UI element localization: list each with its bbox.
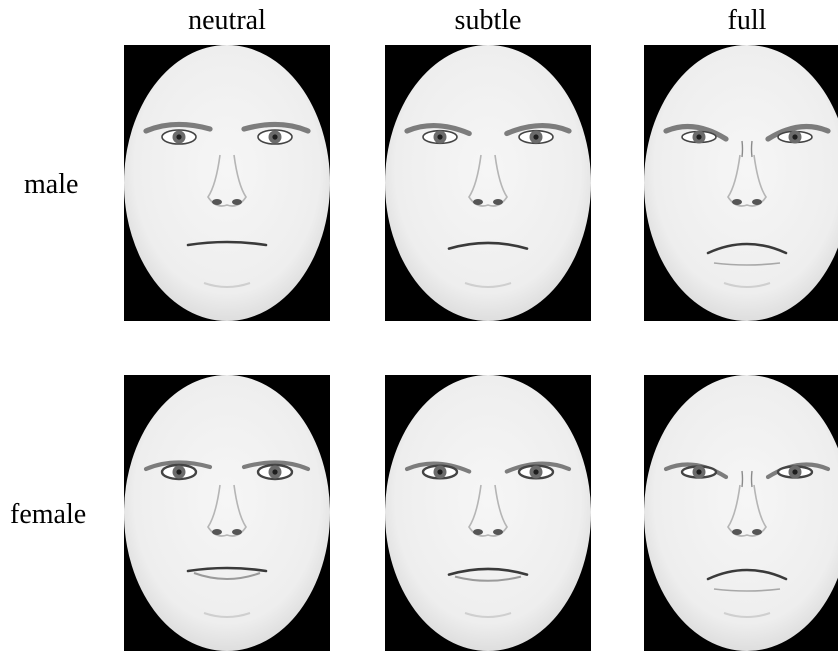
right-nostril — [752, 199, 762, 205]
frown-line — [750, 470, 753, 488]
right-nostril — [232, 529, 242, 535]
left-eyebrow — [663, 123, 729, 142]
left-nostril — [212, 529, 222, 535]
left-eyebrow — [404, 122, 472, 137]
mouth — [447, 567, 529, 576]
face-oval — [385, 45, 591, 321]
nose — [468, 484, 508, 537]
face-image — [644, 45, 838, 321]
right-eye-pupil — [272, 469, 278, 475]
frown-line — [750, 140, 753, 158]
nose — [207, 484, 247, 537]
face-female-full — [644, 375, 838, 651]
right-eyebrow — [765, 123, 831, 142]
nose — [727, 154, 767, 207]
left-eye-pupil — [696, 134, 702, 140]
chin — [723, 282, 771, 288]
right-eyebrow — [504, 122, 572, 137]
left-eyebrow — [663, 462, 729, 480]
mouth — [706, 568, 788, 581]
left-eye-pupil — [437, 134, 443, 140]
right-nostril — [232, 199, 242, 205]
column-header-neutral: neutral — [188, 5, 266, 36]
left-eyebrow — [143, 460, 213, 472]
chin — [723, 612, 771, 618]
nose — [207, 154, 247, 207]
mouth — [447, 241, 529, 250]
face-female-neutral — [124, 375, 330, 651]
left-nostril — [473, 529, 483, 535]
face-female-subtle — [385, 375, 591, 651]
left-nostril — [732, 199, 742, 205]
row-label-female: female — [10, 499, 87, 530]
mouth — [706, 242, 788, 255]
left-eye-pupil — [437, 469, 443, 475]
right-nostril — [752, 529, 762, 535]
face-oval — [124, 375, 330, 651]
right-eye-pupil — [533, 134, 539, 140]
left-nostril — [732, 529, 742, 535]
face-oval — [644, 375, 838, 651]
right-eye-pupil — [272, 134, 278, 140]
face-oval — [385, 375, 591, 651]
lower-lip — [193, 572, 261, 580]
chin-crease — [713, 262, 781, 266]
left-nostril — [473, 199, 483, 205]
mouth — [186, 566, 268, 573]
face-image — [124, 45, 330, 321]
face-image — [385, 45, 591, 321]
right-eye-pupil — [533, 469, 539, 475]
right-nostril — [493, 529, 503, 535]
face-male-subtle — [385, 45, 591, 321]
right-eyebrow — [504, 461, 572, 474]
left-eyebrow — [143, 121, 213, 134]
nose — [727, 484, 767, 537]
face-oval — [124, 45, 330, 321]
right-eye-pupil — [792, 469, 798, 475]
left-eyebrow — [404, 461, 472, 474]
face-male-neutral — [124, 45, 330, 321]
face-image — [644, 375, 838, 651]
chin — [203, 612, 251, 618]
right-eyebrow — [765, 462, 831, 480]
face-image — [124, 375, 330, 651]
left-nostril — [212, 199, 222, 205]
row-label-male: male — [24, 169, 79, 200]
frown-line — [741, 470, 744, 488]
column-header-full: full — [727, 5, 767, 36]
face-male-full — [644, 45, 838, 321]
chin — [203, 282, 251, 288]
lower-lip — [454, 575, 522, 582]
right-eyebrow — [241, 460, 311, 472]
frown-line — [741, 140, 744, 158]
right-eye-pupil — [792, 134, 798, 140]
chin — [464, 612, 512, 618]
column-header-subtle: subtle — [454, 5, 522, 36]
right-nostril — [493, 199, 503, 205]
chin — [464, 282, 512, 288]
mouth — [186, 240, 268, 247]
chin-crease — [713, 588, 781, 592]
face-image — [385, 375, 591, 651]
face-oval — [644, 45, 838, 321]
left-eye-pupil — [176, 469, 182, 475]
left-eye-pupil — [176, 134, 182, 140]
right-eyebrow — [241, 121, 311, 134]
nose — [468, 154, 508, 207]
left-eye-pupil — [696, 469, 702, 475]
